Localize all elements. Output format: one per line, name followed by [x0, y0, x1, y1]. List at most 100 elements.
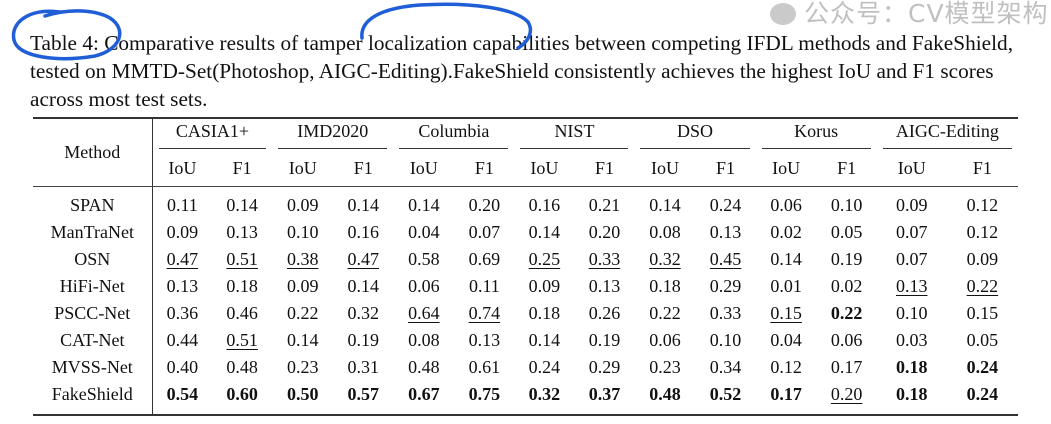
table-cell: 0.09 — [152, 219, 212, 246]
table-cell: 0.02 — [756, 219, 817, 246]
table-cell: 0.75 — [454, 381, 515, 416]
table-cell: 0.34 — [696, 354, 756, 381]
method-name: MVSS-Net — [33, 354, 153, 381]
value: 0.31 — [347, 357, 380, 377]
value: 0.14 — [226, 195, 258, 215]
table-cell: 0.01 — [756, 273, 817, 300]
value: 0.19 — [347, 330, 380, 350]
value: 0.06 — [770, 195, 802, 215]
table-cell: 0.10 — [877, 300, 947, 327]
value: 0.14 — [286, 330, 319, 350]
best-value: 0.67 — [408, 384, 440, 404]
table-cell: 0.17 — [817, 354, 877, 381]
metric-header-f1: F1 — [212, 150, 273, 187]
table-row: ManTraNet 0.09 0.13 0.10 0.16 0.04 0.07 0.14 0.2… — [33, 219, 1018, 246]
value: 0.07 — [895, 249, 928, 269]
table-cell: 0.25 — [514, 246, 574, 273]
table-cell: 0.36 — [152, 300, 212, 327]
table-cell: 0.18 — [514, 300, 574, 327]
second-best-value: 0.32 — [649, 249, 681, 269]
second-best-value: 0.13 — [895, 276, 928, 296]
value: 0.01 — [770, 276, 802, 296]
table-cell: 0.14 — [634, 187, 695, 220]
table-cell: 0.52 — [695, 381, 756, 416]
group-header-row: Method CASIA1+ IMD2020 Columbia NIST DSO Koru… — [33, 117, 1018, 187]
metric-header-iou: IoU — [634, 150, 696, 187]
table-cell: 0.38 — [272, 246, 333, 273]
value: 0.04 — [408, 222, 440, 242]
watermark: 公众号：CV模型架构 — [770, 0, 1049, 28]
table-caption: Table 4: Comparative results of tamper l… — [30, 31, 1014, 111]
table-row: OSN 0.47 0.51 0.38 0.47 0.58 0.69 0.25 0.33 0.32 0… — [33, 246, 1018, 273]
value: 0.11 — [468, 276, 500, 296]
value: 0.13 — [709, 222, 742, 242]
metric-header-f1: F1 — [695, 150, 756, 187]
arc-annotation — [360, 2, 533, 50]
best-value: 0.18 — [895, 384, 928, 404]
table-cell: 0.48 — [393, 354, 454, 381]
table-cell: 0.09 — [947, 246, 1018, 273]
table-cell: 0.32 — [333, 300, 393, 327]
table-cell: 0.11 — [454, 273, 514, 300]
table-cell: 0.23 — [272, 354, 333, 381]
table-cell: 0.02 — [817, 273, 877, 300]
table-cell: 0.10 — [696, 327, 756, 354]
best-value: 0.50 — [286, 384, 319, 404]
table-cell: 0.24 — [947, 354, 1018, 381]
value: 0.06 — [830, 330, 863, 350]
group-label: AIGC-Editing — [882, 121, 1012, 149]
group-header: Columbia — [393, 117, 515, 150]
table-cell: 0.14 — [756, 246, 817, 273]
best-value: 0.48 — [649, 384, 681, 404]
table-cell: 0.13 — [696, 219, 756, 246]
metric-header-iou: IoU — [152, 150, 213, 187]
table-cell: 0.15 — [947, 300, 1018, 327]
value: 0.58 — [408, 249, 440, 269]
value: 0.10 — [895, 303, 928, 323]
table-cell: 0.19 — [817, 246, 877, 273]
second-best-value: 0.33 — [588, 249, 621, 269]
table-cell: 0.60 — [212, 381, 273, 416]
table-cell: 0.09 — [514, 273, 574, 300]
table-cell: 0.14 — [272, 327, 333, 354]
value: 0.11 — [166, 195, 198, 215]
value: 0.16 — [528, 195, 561, 215]
group-label: IMD2020 — [278, 121, 388, 149]
group-header: Korus — [755, 117, 877, 150]
value: 0.02 — [770, 222, 802, 242]
table-cell: 0.07 — [877, 219, 947, 246]
value: 0.34 — [709, 357, 742, 377]
wechat-icon — [770, 3, 796, 25]
table-cell: 0.13 — [574, 273, 634, 300]
table-cell: 0.22 — [634, 300, 695, 327]
table-cell: 0.61 — [454, 354, 514, 381]
metric-header-f1: F1 — [816, 150, 877, 187]
table-cell: 0.22 — [817, 300, 877, 327]
table-row: SPAN 0.11 0.14 0.09 0.14 0.14 0.20 0.16 0.21 0.14… — [33, 186, 1018, 220]
table-cell: 0.10 — [817, 187, 877, 220]
table-cell: 0.69 — [454, 246, 514, 273]
group-label: NIST — [520, 121, 629, 149]
value: 0.46 — [226, 303, 258, 323]
group-header: AIGC-Editing — [876, 117, 1018, 150]
second-best-value: 0.22 — [966, 276, 999, 296]
best-value: 0.60 — [226, 384, 258, 404]
value: 0.05 — [830, 222, 863, 242]
table-cell: 0.26 — [574, 300, 634, 327]
value: 0.18 — [226, 276, 258, 296]
table-cell: 0.16 — [333, 219, 393, 246]
group-label: DSO — [640, 121, 750, 149]
second-best-value: 0.20 — [830, 384, 863, 404]
table-cell: 0.06 — [393, 273, 454, 300]
metric-header-row: IoU F1 IoU F1 IoU F1 IoU F1 IoU F1 IoU F1 IoU F1 — [33, 150, 1018, 187]
best-value: 0.24 — [966, 357, 999, 377]
table-cell: 0.05 — [817, 219, 877, 246]
table-cell: 0.22 — [947, 273, 1018, 300]
table-cell: 0.10 — [272, 219, 333, 246]
table-cell: 0.08 — [634, 219, 695, 246]
value: 0.06 — [649, 330, 681, 350]
table-cell: 0.22 — [272, 300, 333, 327]
best-value: 0.18 — [895, 357, 928, 377]
second-best-value: 0.38 — [286, 249, 319, 269]
